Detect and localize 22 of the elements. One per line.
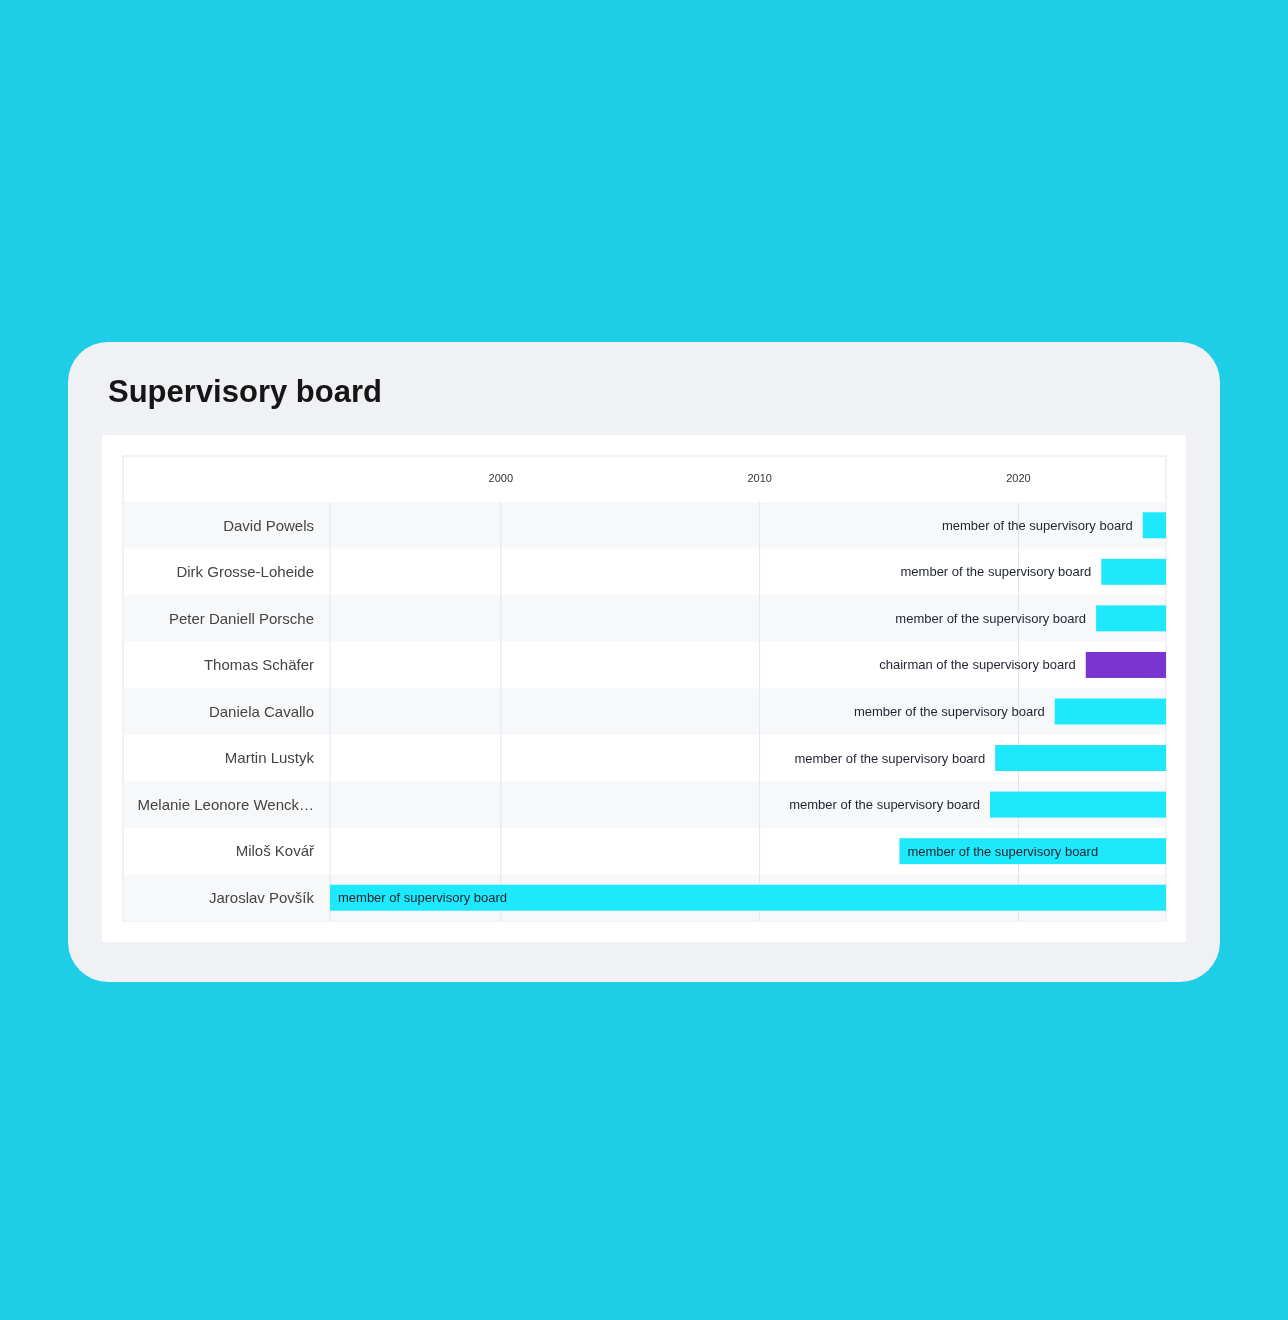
data-label: chairman of the supervisory board	[879, 657, 1076, 673]
data-label: member of the supervisory board	[907, 843, 1099, 859]
y-tick-label: Dirk Grosse-Loheide	[176, 563, 314, 581]
data-label: member of the supervisory board	[941, 517, 1133, 533]
x-tick-label: 2000	[488, 471, 514, 484]
x-tick-label: 2010	[747, 471, 772, 484]
data-label: member of the supervisory board	[789, 797, 980, 813]
y-tick-label: David Powels	[223, 516, 314, 534]
data-label: member of the supervisory board	[853, 704, 1045, 720]
data-label: member of the supervisory board	[794, 750, 986, 766]
y-tick-label: Martin Lustyk	[224, 749, 315, 767]
y-tick-label: Melanie Leonore Wenck…	[137, 795, 314, 813]
y-tick-label: Peter Daniell Porsche	[168, 609, 314, 627]
chart-title: Supervisory board	[108, 374, 382, 409]
data-label: member of the supervisory board	[900, 564, 1092, 580]
data-label: member of supervisory board	[338, 890, 508, 906]
y-tick-label: Daniela Cavallo	[208, 702, 314, 720]
x-tick-label: 2020	[1006, 471, 1031, 484]
y-tick-label: Miloš Kovář	[235, 842, 315, 860]
data-label: member of the supervisory board	[895, 610, 1087, 626]
y-tick-label: Thomas Schäfer	[203, 656, 314, 674]
y-tick-label: Jaroslav Povšík	[208, 888, 315, 906]
